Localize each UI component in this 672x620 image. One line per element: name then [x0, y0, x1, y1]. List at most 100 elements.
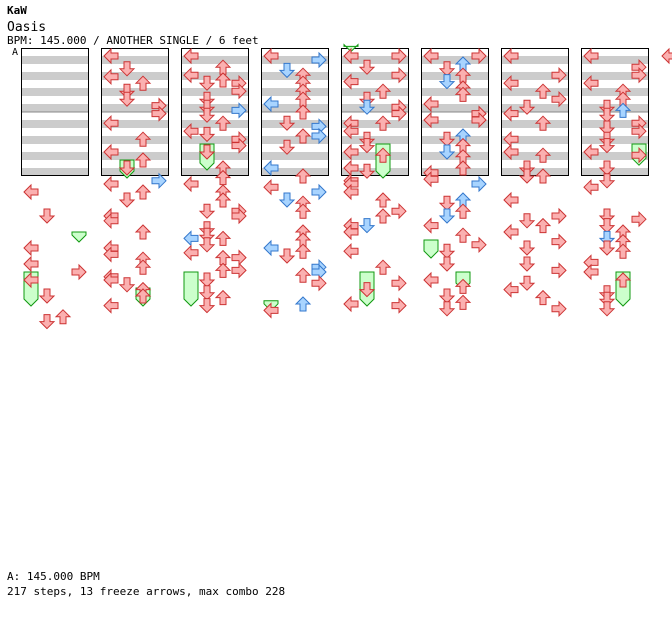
step-arrow-red [551, 301, 567, 317]
beat-stripe [21, 56, 89, 64]
beat-stripe [421, 88, 489, 96]
measure-stripes-layer [21, 48, 649, 176]
beat-stripe [181, 88, 249, 96]
beat-stripe [261, 88, 329, 96]
beat-stripe [341, 56, 409, 64]
step-arrow-blue [359, 218, 375, 234]
beat-stripe [21, 152, 89, 160]
beat-stripe [501, 88, 569, 96]
step-arrow-red [535, 218, 551, 234]
chart-column [261, 48, 329, 176]
step-arrow-red [423, 218, 439, 234]
step-arrow-red [23, 256, 39, 272]
step-arrow-red [455, 294, 471, 310]
step-arrow-red [311, 275, 327, 291]
step-arrow-red [135, 184, 151, 200]
beat-stripe [101, 88, 169, 96]
step-arrow-red [279, 248, 295, 264]
step-arrow-red [519, 240, 535, 256]
beat-stripe [261, 136, 329, 144]
step-arrow-red [439, 256, 455, 272]
beat-stripe [101, 120, 169, 128]
step-arrow-red [231, 262, 247, 278]
step-arrow-red [183, 176, 199, 192]
column-border [581, 48, 649, 176]
step-arrow-red [215, 192, 231, 208]
beat-stripe [101, 168, 169, 176]
song-artist: KaW [7, 4, 27, 17]
column-border [421, 48, 489, 176]
beat-stripe [421, 136, 489, 144]
step-arrow-red [661, 48, 672, 64]
beat-stripe [581, 136, 649, 144]
beat-stripe [421, 120, 489, 128]
step-arrow-red [39, 208, 55, 224]
step-arrow-red [391, 298, 407, 314]
step-arrow-red [343, 296, 359, 312]
bpm-change-marker: A [12, 47, 19, 58]
step-arrow-red [631, 211, 647, 227]
step-arrow-red [551, 234, 567, 250]
step-arrow-red [599, 218, 615, 234]
beat-stripe [421, 72, 489, 80]
step-arrow-red [583, 179, 599, 195]
step-arrow-red [503, 224, 519, 240]
beat-stripe [21, 136, 89, 144]
step-arrow-red [599, 240, 615, 256]
beat-stripe [261, 104, 329, 112]
step-arrow-red [551, 208, 567, 224]
step-arrow-red [39, 288, 55, 304]
step-arrow-red [199, 237, 215, 253]
step-arrow-red [295, 203, 311, 219]
beat-stripe [101, 136, 169, 144]
step-arrow-red [183, 245, 199, 261]
step-arrow-red [471, 237, 487, 253]
step-arrow-red [199, 272, 215, 288]
beat-stripe [261, 120, 329, 128]
step-arrow-red [103, 298, 119, 314]
step-arrow-red [439, 243, 455, 259]
step-chart-board [21, 43, 672, 330]
beat-stripe [501, 104, 569, 112]
step-arrow-red [375, 192, 391, 208]
step-arrow-red [199, 298, 215, 314]
beat-stripe [341, 136, 409, 144]
chart-stats: 217 steps, 13 freeze arrows, max combo 2… [7, 585, 286, 598]
beat-stripe [101, 104, 169, 112]
step-arrow-red [119, 192, 135, 208]
beat-stripe [501, 152, 569, 160]
step-arrow-red [135, 224, 151, 240]
beat-stripe [581, 72, 649, 80]
beat-stripe [21, 104, 89, 112]
bpm-summary: A: 145.000 BPM [7, 570, 100, 583]
beat-stripe [581, 104, 649, 112]
beat-stripe [581, 88, 649, 96]
beat-stripe [261, 168, 329, 176]
step-arrow-red [375, 208, 391, 224]
step-arrow-red [519, 256, 535, 272]
beat-stripe [501, 56, 569, 64]
beat-stripe [501, 72, 569, 80]
beat-stripe [421, 104, 489, 112]
beat-stripe [421, 56, 489, 64]
step-arrow-red [391, 203, 407, 219]
step-arrow-red [439, 301, 455, 317]
step-arrow-red [23, 184, 39, 200]
beat-stripe [181, 168, 249, 176]
beat-stripe [341, 104, 409, 112]
step-arrow-red [135, 259, 151, 275]
beat-stripe [341, 120, 409, 128]
beat-stripe [261, 72, 329, 80]
beat-stripe [341, 72, 409, 80]
beat-stripe [21, 88, 89, 96]
beat-stripe [101, 72, 169, 80]
beat-stripe [501, 136, 569, 144]
column-border [341, 48, 409, 176]
beat-stripe [181, 72, 249, 80]
chart-column [181, 48, 249, 176]
step-arrow-red [103, 176, 119, 192]
beat-stripe [421, 152, 489, 160]
step-arrow-red [263, 179, 279, 195]
step-arrow-red [215, 290, 231, 306]
freeze-arrow [183, 271, 199, 307]
